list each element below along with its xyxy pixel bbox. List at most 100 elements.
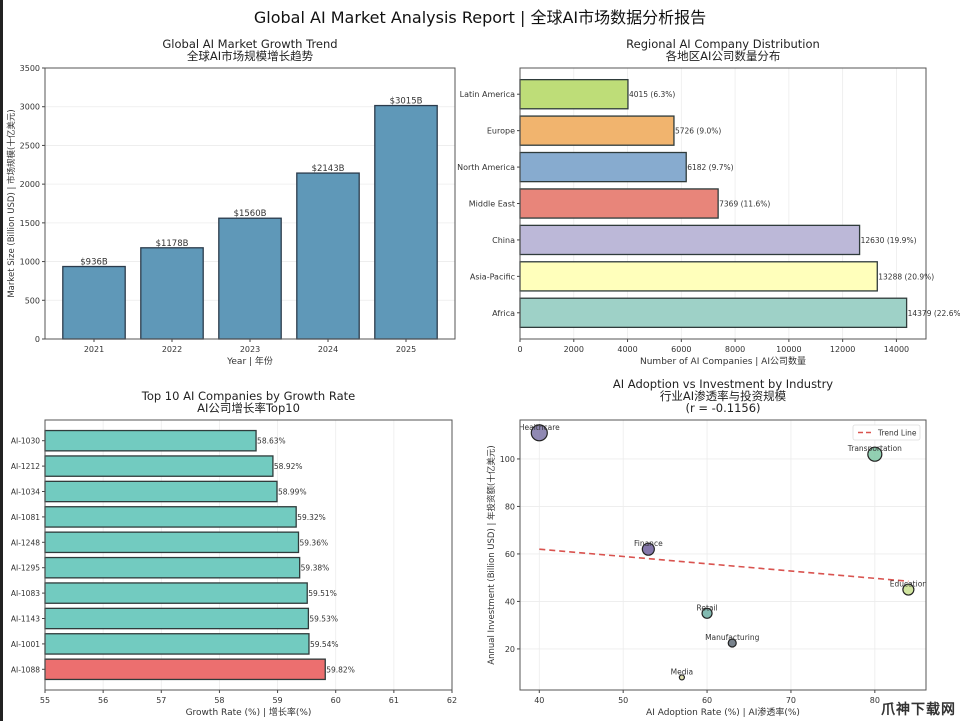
bar	[374, 104, 438, 340]
x-axis-label: AI Adoption Rate (%) | AI渗透率(%)	[646, 706, 800, 718]
y-tick-label: Asia-Pacific	[470, 272, 515, 281]
x-tick-label: 8000	[725, 345, 745, 354]
y-tick-label: 0	[35, 335, 40, 344]
data-label: 59.32%	[297, 513, 326, 522]
bar	[140, 247, 204, 340]
data-label: $3015B	[390, 97, 423, 107]
bar	[44, 531, 300, 554]
y-axis-label: Market Size (Billion USD) | 市场规模(十亿美元)	[6, 109, 17, 297]
bar	[44, 607, 310, 630]
y-tick-label: AI-1001	[11, 640, 40, 649]
y-tick-label: 20	[505, 645, 515, 654]
bar	[62, 265, 126, 340]
x-axis-label: Year | 年份	[226, 355, 273, 367]
chart-adoption-investment: AI Adoption vs Investment by Industry行业A…	[486, 377, 927, 718]
data-label: 59.38%	[301, 564, 330, 573]
plot-frame	[519, 419, 927, 691]
data-label: 58.63%	[257, 437, 286, 446]
x-tick-label: 50	[618, 696, 628, 705]
x-tick-label: 2022	[162, 345, 182, 354]
legend: Trend Line	[852, 424, 921, 441]
x-tick-label: 60	[331, 696, 341, 705]
data-label: 58.99%	[278, 488, 307, 497]
data-label: 12630 (19.9%)	[861, 236, 917, 245]
x-tick-label: 80	[870, 696, 880, 705]
window-edge	[0, 0, 3, 721]
data-label: $936B	[80, 258, 108, 268]
chart-title: Top 10 AI Companies by Growth Rate	[141, 389, 356, 403]
scatter-point	[641, 542, 655, 556]
figure-title: Global AI Market Analysis Report | 全球AI市…	[253, 8, 707, 27]
data-label: 7369 (11.6%)	[719, 200, 770, 209]
y-tick-label: 500	[25, 296, 40, 305]
x-tick-label: 40	[534, 696, 544, 705]
scatter-point	[701, 607, 713, 619]
bar	[519, 78, 629, 110]
chart-subtitle: 全球AI市场规模增长趋势	[187, 49, 314, 63]
data-label: 58.92%	[274, 462, 303, 471]
scatter-point	[727, 638, 737, 648]
x-tick-label: 2000	[564, 345, 584, 354]
x-tick-label: 59	[272, 696, 282, 705]
bar	[44, 582, 308, 604]
data-label: $1560B	[234, 209, 267, 219]
x-tick-label: 62	[447, 696, 457, 705]
y-tick-label: 2500	[20, 141, 40, 150]
point-label: Healthcare	[519, 423, 560, 432]
y-tick-label: AI-1030	[11, 437, 40, 446]
y-tick-label: AI-1088	[11, 665, 40, 674]
scatter-point	[678, 674, 685, 681]
bar	[218, 217, 282, 340]
x-tick-label: 2024	[318, 345, 338, 354]
data-label: 13288 (20.9%)	[878, 272, 934, 281]
bar	[296, 172, 360, 340]
y-tick-label: AI-1081	[11, 513, 40, 522]
chart-regional-distribution: Regional AI Company Distribution各地区AI公司数…	[457, 37, 960, 367]
chart-subtitle: AI公司增长率Top10	[197, 401, 300, 415]
point-label: Finance	[634, 539, 663, 548]
data-label: $2143B	[312, 164, 345, 174]
watermark: 爪神下载网	[881, 702, 956, 718]
y-tick-label: 1000	[20, 258, 40, 267]
x-tick-label: 4000	[617, 345, 637, 354]
y-tick-label: 100	[500, 455, 515, 464]
plot-frame	[519, 67, 927, 340]
y-tick-label: AI-1143	[11, 615, 40, 624]
point-label: Manufacturing	[705, 633, 760, 642]
bar	[519, 115, 675, 146]
x-tick-label: 0	[517, 345, 522, 354]
bar	[519, 151, 687, 183]
x-tick-label: 12000	[830, 345, 855, 354]
bar	[44, 658, 326, 681]
data-label: 6182 (9.7%)	[687, 163, 733, 172]
legend-label: Trend Line	[877, 429, 917, 438]
bar	[44, 506, 297, 528]
y-tick-label: 3500	[20, 64, 40, 73]
point-label: Retail	[696, 603, 717, 612]
x-tick-label: 10000	[776, 345, 801, 354]
y-tick-label: AI-1248	[11, 538, 40, 547]
bar	[519, 297, 908, 329]
x-tick-label: 2021	[84, 345, 104, 354]
x-axis-label: Number of AI Companies | AI公司数量	[640, 355, 806, 367]
data-label: 59.82%	[326, 665, 355, 674]
x-tick-label: 14000	[884, 345, 909, 354]
chart-subtitle: 各地区AI公司数量分布	[666, 49, 781, 63]
bar	[44, 455, 274, 477]
y-tick-label: 40	[505, 597, 515, 606]
y-tick-label: 80	[505, 502, 515, 511]
chart-top10-growth: Top 10 AI Companies by Growth RateAI公司增长…	[11, 389, 457, 718]
y-tick-label: North America	[457, 163, 515, 172]
x-tick-label: 2023	[240, 345, 260, 354]
chart-subtitle: 行业AI渗透率与投资规模	[660, 389, 787, 403]
y-tick-label: Africa	[492, 309, 515, 318]
x-tick-label: 2025	[396, 345, 416, 354]
y-tick-label: 3000	[20, 103, 40, 112]
bar	[519, 261, 878, 292]
point-label: Education	[890, 580, 928, 589]
x-tick-label: 57	[156, 696, 166, 705]
data-label: 4015 (6.3%)	[629, 90, 675, 99]
chart-title: Regional AI Company Distribution	[626, 37, 820, 51]
y-tick-label: Latin America	[460, 90, 515, 99]
